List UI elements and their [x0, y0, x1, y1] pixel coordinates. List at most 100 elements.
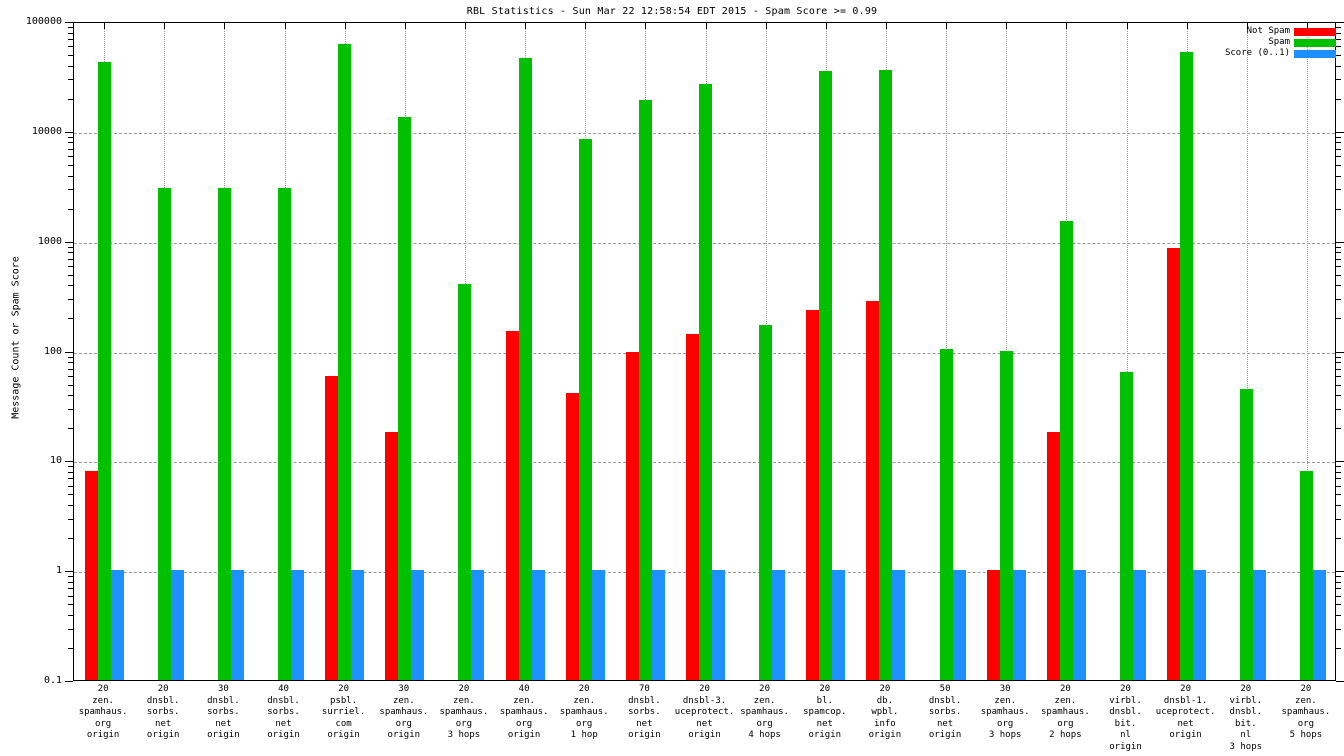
x-tick-label: 20 virbl. dnsbl. bit. nl origin: [1109, 684, 1142, 752]
bar-notspam: [1046, 432, 1060, 680]
x-tick-label: 20 zen. spamhaus. org 1 hop: [559, 684, 609, 741]
bar-notspam: [505, 330, 519, 680]
y-tick-minor: [68, 266, 73, 268]
y-tick-minor: [68, 428, 73, 430]
y-tick-minor-right: [1336, 258, 1341, 260]
x-tick-top: [705, 23, 707, 29]
y-tick-minor: [68, 208, 73, 210]
y-tick-minor-right: [1336, 46, 1341, 48]
y-tick-minor: [68, 46, 73, 48]
y-tick-minor-right: [1336, 595, 1341, 597]
y-tick-minor: [68, 478, 73, 480]
bar-spam: [398, 116, 412, 680]
y-tick-minor-right: [1336, 518, 1341, 520]
y-tick-minor-right: [1336, 478, 1341, 480]
y-tick-minor-right: [1336, 55, 1341, 57]
bar-score: [772, 570, 786, 680]
bar-spam: [338, 43, 352, 680]
y-tick-minor-right: [1336, 79, 1341, 81]
y-tick-minor: [68, 505, 73, 507]
y-tick-minor: [68, 79, 73, 81]
y-tick-minor: [68, 98, 73, 100]
y-tick-minor-right: [1336, 356, 1341, 358]
x-tick-label: 70 dnsbl. sorbs. net origin: [628, 684, 661, 741]
y-tick-minor-right: [1336, 604, 1341, 606]
bar-spam: [518, 58, 532, 680]
x-tick-label: 20 zen. spamhaus. org 5 hops: [1281, 684, 1331, 741]
y-tick-minor-right: [1336, 576, 1341, 578]
y-tick-major: [65, 22, 73, 23]
y-tick-minor: [68, 136, 73, 138]
y-tick-label: 1000: [37, 235, 62, 247]
y-tick-minor-right: [1336, 98, 1341, 100]
bar-score: [230, 570, 244, 680]
y-tick-minor-right: [1336, 136, 1341, 138]
y-tick-minor-right: [1336, 175, 1341, 177]
bar-score: [471, 570, 485, 680]
bar-spam: [638, 100, 652, 680]
legend-item: Spam: [1206, 37, 1336, 48]
bar-notspam: [806, 310, 820, 680]
x-tick-top: [825, 23, 827, 29]
legend-item-label: Spam: [1268, 37, 1290, 47]
bar-spam: [578, 138, 592, 680]
y-tick-major-right: [1336, 131, 1344, 133]
y-tick-minor: [68, 628, 73, 630]
y-tick-label: 100000: [25, 16, 62, 27]
y-tick-minor: [68, 258, 73, 260]
y-axis: Message Count or Spam Score 0.1 1 10 100 100…: [0, 17, 73, 686]
y-tick-minor: [68, 395, 73, 397]
x-tick-label: 40 zen. spamhaus. org origin: [499, 684, 549, 741]
x-tick-label: 30 dnsbl. sorbs. net origin: [207, 684, 240, 741]
y-tick-minor: [68, 142, 73, 144]
y-tick-minor-right: [1336, 362, 1341, 364]
y-tick-major: [65, 681, 73, 682]
y-tick-minor-right: [1336, 285, 1341, 287]
bar-score: [1313, 570, 1327, 680]
y-tick-minor: [68, 164, 73, 166]
y-tick-minor: [68, 156, 73, 158]
bar-spam: [939, 349, 953, 680]
y-tick-minor: [68, 318, 73, 320]
y-tick-label: 10: [49, 455, 62, 467]
y-tick-minor: [68, 588, 73, 590]
y-tick-minor: [68, 55, 73, 57]
y-tick-minor-right: [1336, 156, 1341, 158]
y-tick-minor-right: [1336, 466, 1341, 468]
y-tick-minor-right: [1336, 538, 1341, 540]
bar-spam: [879, 70, 893, 680]
bar-spam: [217, 188, 231, 680]
x-tick-label: 20 dnsbl. sorbs. net origin: [146, 684, 180, 741]
y-tick-minor-right: [1336, 628, 1341, 630]
y-tick-minor: [68, 604, 73, 606]
x-tick-top: [885, 23, 887, 29]
bar-score: [170, 570, 184, 680]
y-axis-label: Message Count or Spam Score: [10, 256, 22, 419]
y-tick-minor: [68, 614, 73, 616]
page-title: RBL Statistics - Sun Mar 22 12:58:54 EDT…: [466, 6, 878, 17]
y-tick-minor: [68, 375, 73, 377]
y-tick-minor: [68, 494, 73, 496]
bar-notspam: [686, 334, 699, 680]
y-tick-minor: [68, 595, 73, 597]
y-tick-minor-right: [1336, 384, 1341, 386]
x-tick-top: [1066, 23, 1068, 29]
bar-notspam: [565, 393, 579, 680]
legend-swatch-3: [1294, 49, 1336, 58]
y-tick-minor: [68, 274, 73, 276]
gridline-vertical: [1126, 23, 1128, 680]
legend-item-label: Not Spam: [1246, 26, 1290, 36]
x-tick-top: [1186, 23, 1188, 29]
legend-swatch-2: [1294, 38, 1336, 47]
x-tick-top: [525, 23, 527, 29]
y-tick-minor: [68, 538, 73, 540]
y-tick-minor-right: [1336, 614, 1341, 616]
y-tick-minor-right: [1336, 274, 1341, 276]
x-tick-label: 20 zen. spamhaus. org 3 hops: [439, 684, 489, 741]
y-axis-right-ticks: [1336, 22, 1344, 682]
x-tick-label: 20 psbl. surriel. com origin: [321, 684, 366, 741]
y-tick-minor-right: [1336, 368, 1341, 370]
y-tick-minor: [68, 27, 73, 29]
y-tick-minor-right: [1336, 27, 1341, 29]
